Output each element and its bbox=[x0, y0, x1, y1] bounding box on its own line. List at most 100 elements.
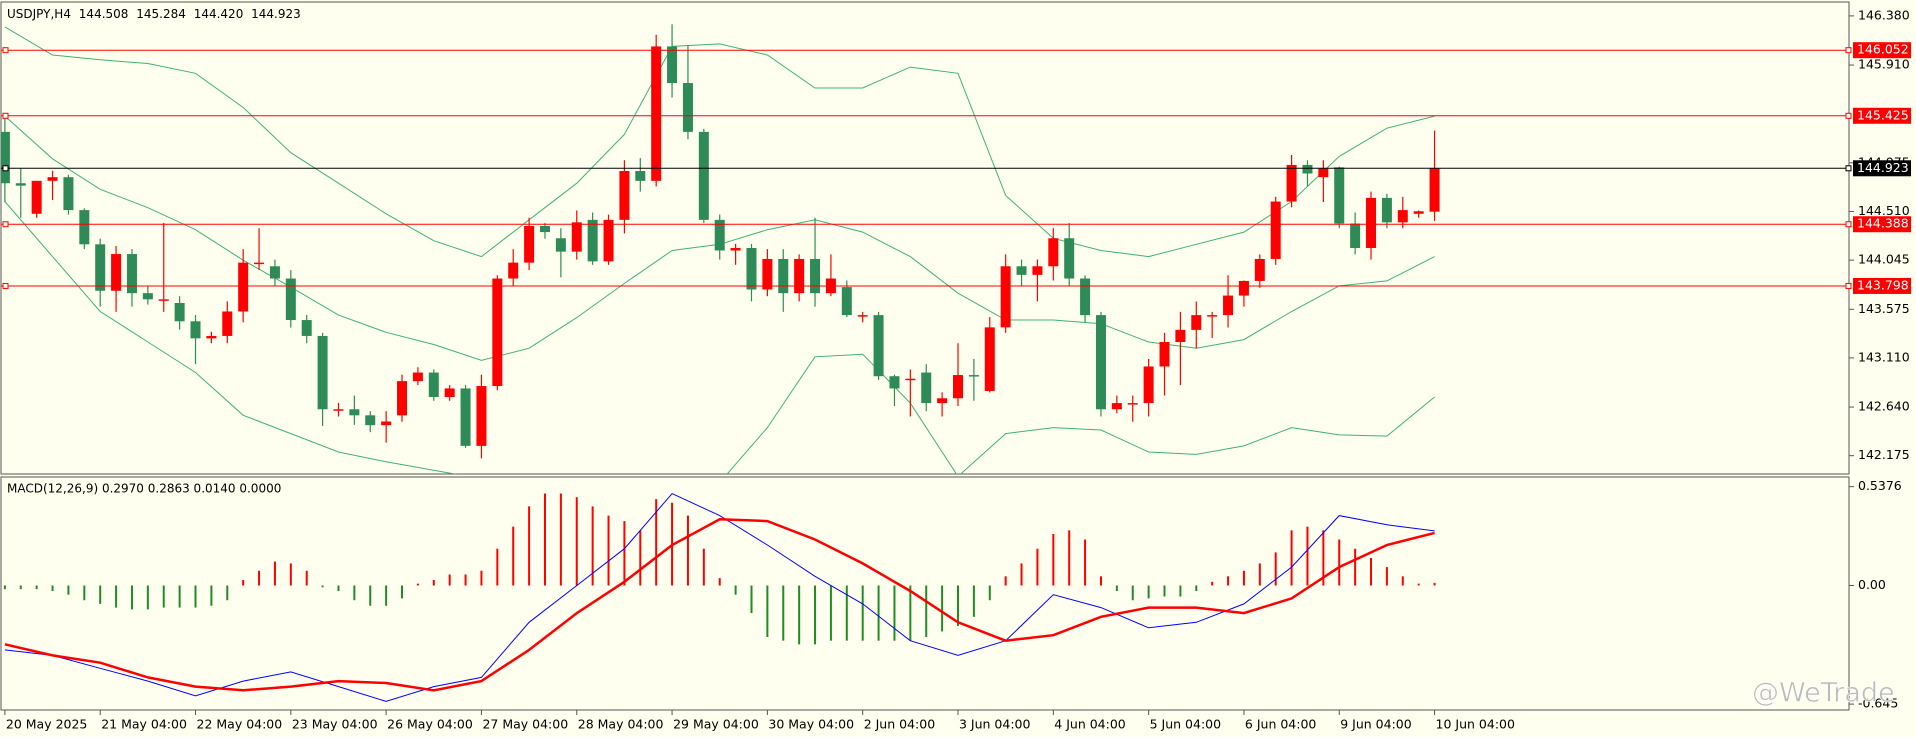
macd-panel bbox=[0, 476, 1850, 711]
candle-body bbox=[1429, 168, 1440, 212]
candle-body bbox=[1366, 197, 1377, 248]
candle-body bbox=[381, 421, 392, 426]
y-tick-label: 143.575 bbox=[1858, 301, 1910, 316]
x-tick-label: 30 May 04:00 bbox=[768, 717, 854, 732]
candle-body bbox=[333, 409, 344, 411]
candle-body bbox=[968, 375, 979, 377]
candle-body bbox=[810, 258, 821, 294]
level-label-box bbox=[1853, 277, 1911, 294]
current-price-handle bbox=[1845, 165, 1852, 172]
candle-body bbox=[47, 177, 58, 181]
macd-y-tick-label: 0.5376 bbox=[1858, 478, 1902, 493]
candle-body bbox=[1270, 201, 1281, 259]
candle-body bbox=[1207, 315, 1218, 317]
level-handle bbox=[2, 112, 9, 119]
band-line bbox=[4, 26, 1435, 258]
level-handle bbox=[2, 282, 9, 289]
candle-body bbox=[317, 335, 328, 410]
candle-body bbox=[746, 247, 757, 290]
x-tick-label: 3 Jun 04:00 bbox=[959, 717, 1031, 732]
y-tick-label: 142.175 bbox=[1858, 447, 1910, 462]
x-tick-label: 2 Jun 04:00 bbox=[864, 717, 936, 732]
x-tick-label: 4 Jun 04:00 bbox=[1054, 717, 1126, 732]
candle-body bbox=[619, 171, 630, 220]
level-label-box bbox=[1853, 216, 1911, 233]
candle-body bbox=[508, 262, 519, 279]
candle-body bbox=[111, 254, 122, 291]
level-label: 145.425 bbox=[1857, 107, 1909, 122]
candle-body bbox=[158, 299, 169, 301]
x-tick-label: 23 May 04:00 bbox=[292, 717, 378, 732]
candle-body bbox=[1048, 238, 1059, 267]
candle-body bbox=[190, 321, 201, 339]
y-tick-label: 145.910 bbox=[1858, 57, 1910, 72]
candle-body bbox=[857, 315, 868, 317]
candle-body bbox=[1191, 315, 1202, 330]
candle-body bbox=[126, 254, 137, 294]
x-tick-label: 10 Jun 04:00 bbox=[1436, 717, 1515, 732]
candle-body bbox=[1223, 295, 1234, 316]
candle-body bbox=[873, 315, 884, 377]
x-tick-label: 6 Jun 04:00 bbox=[1245, 717, 1317, 732]
candle-body bbox=[1000, 266, 1011, 328]
candle-body bbox=[762, 258, 773, 290]
candle-body bbox=[524, 226, 535, 263]
candle-body bbox=[269, 266, 280, 279]
candle-body bbox=[476, 386, 487, 446]
x-tick-label: 22 May 04:00 bbox=[197, 717, 283, 732]
candle-body bbox=[397, 381, 408, 416]
level-handle bbox=[2, 221, 9, 228]
x-tick-label: 21 May 04:00 bbox=[101, 717, 187, 732]
macd-line bbox=[4, 492, 1435, 702]
ohlc-open: 144.508 bbox=[79, 7, 129, 21]
candle-body bbox=[142, 293, 153, 300]
level-label: 146.052 bbox=[1857, 42, 1909, 57]
x-tick-label: 27 May 04:00 bbox=[482, 717, 568, 732]
candle-body bbox=[1016, 266, 1027, 275]
x-tick-label: 26 May 04:00 bbox=[387, 717, 473, 732]
candle-body bbox=[778, 258, 789, 294]
ohlc-low: 144.420 bbox=[194, 7, 244, 21]
candle-body bbox=[238, 262, 249, 312]
level-label-box bbox=[1853, 42, 1911, 59]
chart-header: USDJPY,H4 144.508 145.284 144.420 144.92… bbox=[7, 7, 301, 21]
candle-body bbox=[1413, 211, 1424, 214]
y-tick-label: 144.510 bbox=[1858, 203, 1910, 218]
candle-body bbox=[1175, 329, 1186, 343]
candle-body bbox=[953, 375, 963, 399]
candle-body bbox=[651, 46, 662, 181]
candle-body bbox=[1381, 197, 1392, 223]
candle-body bbox=[1032, 266, 1043, 275]
candle-body bbox=[301, 320, 312, 336]
macd-line bbox=[4, 518, 1435, 692]
candle-body bbox=[1143, 366, 1154, 404]
candle-body bbox=[254, 262, 265, 265]
candle-body bbox=[1397, 210, 1408, 223]
candle-body bbox=[1286, 164, 1297, 202]
candle-body bbox=[63, 177, 74, 211]
candle-body bbox=[492, 278, 503, 387]
candle-body bbox=[714, 219, 725, 251]
candle-body bbox=[698, 131, 709, 220]
macd-plot bbox=[3, 492, 1436, 702]
candle-body bbox=[937, 398, 948, 404]
y-tick-label: 143.110 bbox=[1858, 349, 1910, 364]
candle-body bbox=[444, 388, 455, 398]
candle-body bbox=[889, 376, 900, 389]
y-tick-label: 142.640 bbox=[1858, 399, 1910, 414]
macd-y-tick-label: 0.00 bbox=[1858, 577, 1886, 592]
candle-body bbox=[349, 409, 360, 416]
candle-body bbox=[587, 219, 598, 262]
candle-body bbox=[571, 222, 582, 252]
candle-body bbox=[635, 171, 646, 181]
x-tick-label: 9 Jun 04:00 bbox=[1340, 717, 1412, 732]
candle-body bbox=[1, 131, 10, 184]
candle-body bbox=[1302, 164, 1313, 174]
candle-body bbox=[1111, 403, 1122, 410]
candle-body bbox=[1127, 403, 1138, 405]
x-tick-label: 29 May 04:00 bbox=[673, 717, 759, 732]
candle-body bbox=[1080, 278, 1091, 316]
ohlc-close: 144.923 bbox=[251, 7, 301, 21]
axes: 146.380145.910144.975144.510144.045143.5… bbox=[2, 7, 1911, 732]
